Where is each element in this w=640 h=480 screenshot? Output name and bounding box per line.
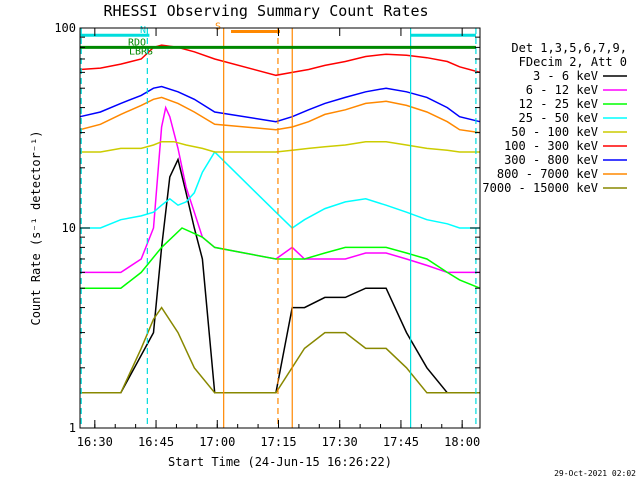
legend-header-line-2: FDecim 2, Att 0 [519, 55, 627, 69]
legend-label-7: 300 - 800 keV [504, 153, 598, 167]
y-axis: 1 10 100 [54, 21, 480, 435]
chart-title: RHESSI Observing Summary Count Rates [103, 2, 428, 20]
legend-label-1: 3 - 6 keV [533, 69, 598, 83]
series-line-9 [80, 306, 480, 394]
legend-label-4: 25 - 50 keV [519, 111, 598, 125]
series-line-4 [80, 150, 480, 229]
y-tick-label-3: 100 [54, 21, 76, 35]
series-line-1 [80, 157, 480, 394]
flag-label-1: N [140, 25, 146, 36]
legend-header-line-1: Det 1,3,5,6,7,9, [511, 41, 627, 55]
x-axis: 16:30 16:45 17:00 17:15 17:30 17:45 18:00 [77, 28, 480, 449]
x-tick-label-2: 16:45 [138, 435, 174, 449]
y-tick-label-1: 1 [69, 421, 76, 435]
x-axis-label: Start Time (24-Jun-15 16:26:22) [168, 455, 392, 469]
legend-label-8: 800 - 7000 keV [497, 167, 598, 181]
y-tick-label-2: 10 [62, 221, 76, 235]
y-axis-label: Count Rate (s⁻¹ detector⁻¹) [29, 130, 43, 325]
series-line-7 [79, 85, 481, 123]
flag-label-3: LBRS [129, 47, 153, 58]
legend-label-9: 7000 - 15000 keV [482, 181, 598, 195]
legend-label-2: 6 - 12 keV [526, 83, 598, 97]
x-tick-label-4: 17:15 [260, 435, 296, 449]
series-line-2 [80, 105, 480, 274]
x-tick-label-6: 17:45 [383, 435, 419, 449]
series-line-5 [80, 140, 480, 153]
series-line-8 [79, 96, 481, 134]
series-line-3 [80, 227, 481, 289]
flag-label-4: S [215, 22, 221, 33]
legend-label-3: 12 - 25 keV [519, 97, 598, 111]
x-tick-label-5: 17:30 [322, 435, 358, 449]
timestamp: 29-Oct-2021 02:02 [554, 469, 636, 478]
legend-label-6: 100 - 300 keV [504, 139, 598, 153]
flag-label-2: RDO [128, 37, 146, 48]
x-tick-label-3: 17:00 [199, 435, 235, 449]
x-tick-label-7: 18:00 [444, 435, 480, 449]
x-tick-label-1: 16:30 [77, 435, 113, 449]
legend-label-5: 50 - 100 keV [511, 125, 598, 139]
legend: Det 1,3,5,6,7,9, FDecim 2, Att 0 3 - 6 k… [482, 41, 627, 195]
